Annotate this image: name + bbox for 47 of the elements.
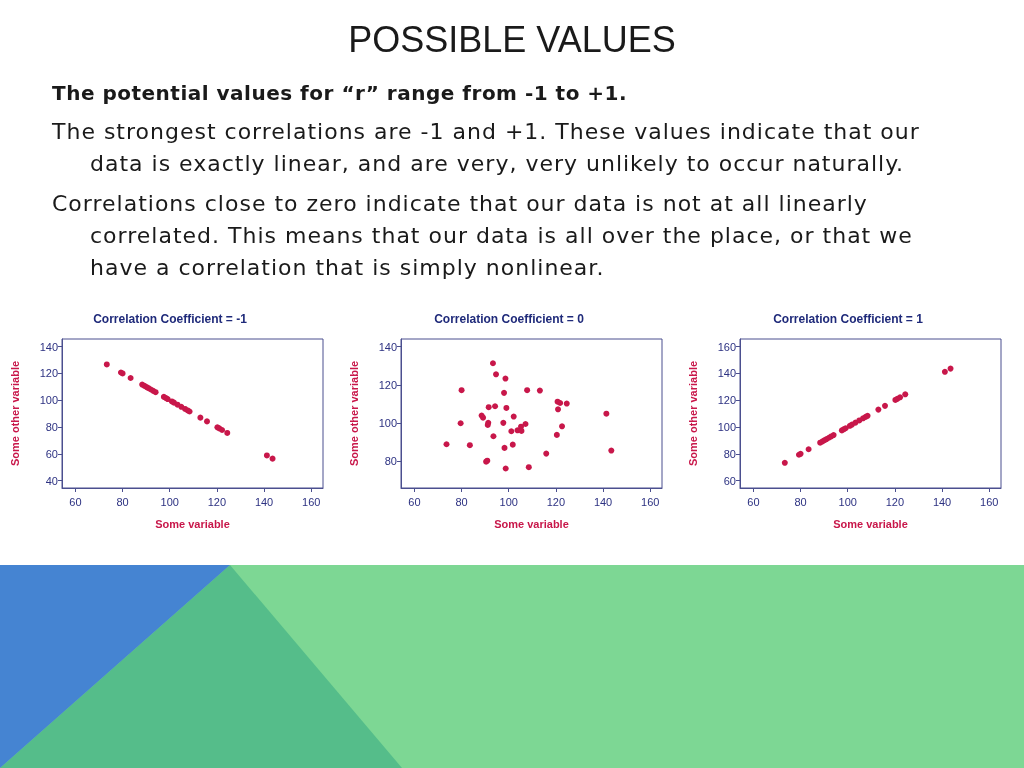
y-axis-title: Some other variable <box>686 360 699 467</box>
y-tick-label: 100 <box>39 394 58 407</box>
y-tick-label: 160 <box>717 340 736 353</box>
text: Correlations close to zero indicate that our data is not at all linearly correlated. This means that our data is all over the place, or that we have a correlation that is simply nonlinear. <box>52 190 914 282</box>
x-tick-label: 120 <box>546 495 566 508</box>
chart-title: Correlation Coefficient = -1 <box>93 312 248 326</box>
x-tick-label: 80 <box>455 495 468 508</box>
x-tick-label: 60 <box>69 495 82 508</box>
x-tick-label: 120 <box>207 495 227 508</box>
x-tick-label: 100 <box>499 495 518 508</box>
y-tick-label: 140 <box>717 367 736 380</box>
x-tick-label: 100 <box>160 495 179 508</box>
x-axis-title: Some variable <box>155 517 230 530</box>
y-axis-title: Some other variable <box>347 360 360 467</box>
y-tick-label: 120 <box>39 367 58 380</box>
y-tick-label: 60 <box>723 474 736 487</box>
x-tick-label: 140 <box>593 495 613 508</box>
chart-title: Correlation Coefficient = 1 <box>773 312 924 326</box>
y-tick-label: 80 <box>723 447 736 460</box>
x-tick-label: 160 <box>641 495 660 508</box>
x-tick-label: 160 <box>980 495 999 508</box>
y-tick-label: 60 <box>45 447 58 460</box>
y-tick-label: 100 <box>717 421 736 434</box>
x-tick-label: 120 <box>885 495 905 508</box>
x-tick-label: 100 <box>838 495 857 508</box>
y-tick-label: 100 <box>378 417 397 430</box>
y-tick-label: 80 <box>45 421 58 434</box>
x-tick-label: 80 <box>116 495 129 508</box>
x-tick-label: 60 <box>747 495 760 508</box>
y-tick-label: 80 <box>384 455 397 468</box>
text: The strongest correlations are -1 and +1. These values indicate that our data is exactly linear, and are very, very unlikely to occur naturally. <box>52 118 921 178</box>
y-tick-label: 120 <box>378 378 397 391</box>
x-tick-label: 160 <box>302 495 321 508</box>
y-tick-label: 120 <box>717 394 736 407</box>
x-tick-label: 60 <box>408 495 421 508</box>
x-tick-label: 80 <box>794 495 807 508</box>
x-tick-label: 140 <box>932 495 952 508</box>
y-tick-label: 40 <box>45 474 58 487</box>
y-tick-label: 140 <box>378 340 397 353</box>
chart-title: Correlation Coefficient = 0 <box>434 312 585 326</box>
y-tick-label: 140 <box>39 340 58 353</box>
x-axis-title: Some variable <box>494 517 569 530</box>
text: The potential values for “r” range from -1 to +1. <box>52 80 629 107</box>
text: POSSIBLE VALUES <box>347 18 677 62</box>
x-tick-label: 140 <box>254 495 274 508</box>
y-axis-title: Some other variable <box>8 360 21 467</box>
x-axis-title: Some variable <box>833 517 908 530</box>
